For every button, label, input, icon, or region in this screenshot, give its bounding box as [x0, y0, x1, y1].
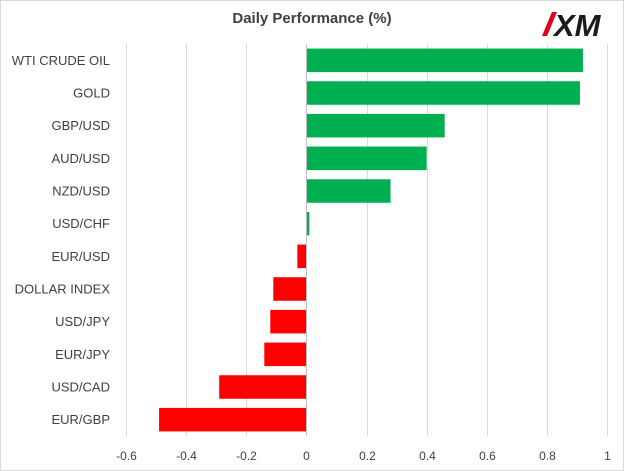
bar-usd-jpy: [270, 309, 307, 334]
bar-usd-cad: [219, 375, 307, 399]
bar-dollar-index: [273, 277, 307, 301]
bar-wti-crude-oil: [306, 48, 583, 73]
bar-eur-usd: [297, 244, 307, 269]
bar-eur-gbp: [159, 407, 307, 432]
category-label: USD/JPY: [55, 314, 110, 329]
category-label: WTI CRUDE OIL: [12, 53, 110, 68]
bar-eur-jpy: [264, 342, 307, 367]
bar-aud-usd: [306, 146, 427, 171]
x-tick-label: 0.4: [419, 449, 436, 463]
chart-title: Daily Performance (%): [232, 10, 392, 27]
x-tick-label: 0.8: [539, 449, 556, 463]
x-tick-label: -0.2: [236, 449, 257, 463]
category-label: AUD/USD: [51, 151, 110, 166]
category-label: GBP/USD: [51, 118, 110, 133]
xm-logo-red-slash: [542, 12, 557, 36]
bar-nzd-usd: [306, 179, 391, 203]
category-label: USD/CHF: [52, 216, 110, 231]
bar-gold: [306, 81, 580, 105]
category-label: EUR/JPY: [55, 347, 110, 362]
xm-logo-text: XM: [552, 8, 602, 42]
category-label: EUR/GBP: [51, 412, 110, 427]
xm-logo: XM: [542, 8, 602, 42]
category-label: GOLD: [73, 86, 110, 101]
bar-gbp-usd: [306, 113, 445, 138]
category-label: EUR/USD: [51, 249, 110, 264]
x-tick-label: 1: [604, 449, 611, 463]
category-label: DOLLAR INDEX: [15, 282, 111, 297]
x-tick-label: -0.6: [116, 449, 137, 463]
x-tick-label: -0.4: [176, 449, 197, 463]
bar-usd-chf: [306, 211, 310, 236]
category-label: NZD/USD: [52, 184, 110, 199]
x-tick-label: 0.2: [359, 449, 376, 463]
x-tick-label: 0.6: [479, 449, 496, 463]
category-label: USD/CAD: [51, 380, 110, 395]
x-tick-label: 0: [303, 449, 310, 463]
